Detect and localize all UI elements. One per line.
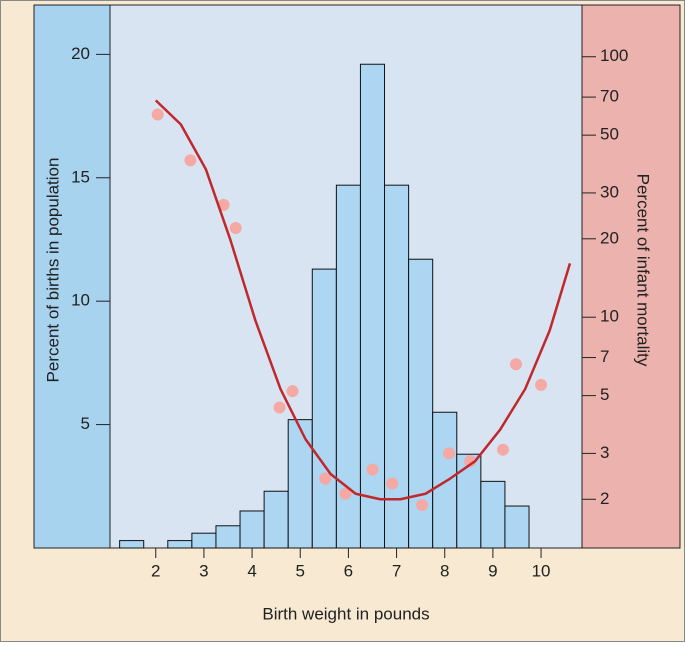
left-axis-band — [33, 4, 111, 549]
histogram-bar — [215, 525, 241, 549]
scatter-point — [366, 463, 379, 476]
scatter-point — [464, 455, 477, 468]
y-tick-label: 15 — [71, 167, 90, 186]
scatter-point — [535, 378, 548, 391]
histogram-bar — [287, 419, 313, 549]
y-axis-label: Percent of births in population — [43, 158, 62, 383]
x-tick-label: 4 — [247, 561, 256, 580]
y-tick-label: 20 — [71, 44, 90, 63]
scatter-point — [319, 472, 332, 485]
y2-tick-label: 100 — [600, 46, 628, 65]
y2-tick-label: 5 — [600, 385, 609, 404]
scatter-point — [229, 222, 242, 235]
x-tick-label: 9 — [488, 561, 497, 580]
histogram-bar — [191, 532, 217, 549]
curve — [154, 99, 572, 501]
y2-tick-label: 20 — [600, 228, 619, 247]
x-tick-label: 3 — [199, 561, 208, 580]
y2-tick-label: 3 — [600, 443, 609, 462]
histogram-bar — [239, 510, 265, 549]
scatter-point — [443, 447, 456, 460]
y2-tick-label: 2 — [600, 489, 609, 508]
histogram-bar — [432, 411, 458, 549]
scatter-point — [416, 499, 429, 512]
histogram-bar — [263, 490, 289, 549]
histogram-bar — [504, 505, 530, 549]
y2-axis-label: Percent of infant mortality — [634, 174, 653, 367]
y2-tick-label: 10 — [600, 307, 619, 326]
x-tick-label: 10 — [532, 561, 551, 580]
scatter-point — [273, 401, 286, 414]
x-tick-label: 2 — [151, 561, 160, 580]
y-tick-label: 5 — [81, 414, 90, 433]
scatter-point — [217, 198, 230, 211]
histogram-bar — [384, 184, 410, 549]
scatter-point — [386, 477, 399, 490]
y2-tick-label: 50 — [600, 125, 619, 144]
histogram-bar — [480, 480, 506, 549]
x-tick-label: 5 — [296, 561, 305, 580]
x-axis-label: Birth weight in pounds — [262, 604, 429, 623]
scatter-point — [184, 154, 197, 167]
y2-tick-label: 70 — [600, 87, 619, 106]
plot-layer — [119, 63, 572, 549]
x-tick-label: 7 — [392, 561, 401, 580]
x-tick-label: 8 — [440, 561, 449, 580]
y2-tick-label: 7 — [600, 347, 609, 366]
histogram-bar — [119, 540, 145, 549]
histogram-bar — [456, 453, 482, 549]
right-axis-band — [581, 4, 681, 549]
scatter-point — [286, 385, 299, 398]
y2-tick-label: 30 — [600, 182, 619, 201]
scatter-point — [151, 108, 164, 121]
scatter-point — [339, 487, 352, 500]
histogram-bar — [167, 540, 193, 549]
histogram-bar — [311, 268, 337, 549]
x-tick-label: 6 — [344, 561, 353, 580]
scatter-point — [497, 443, 510, 456]
scatter-point — [510, 358, 523, 371]
y-tick-label: 10 — [71, 291, 90, 310]
